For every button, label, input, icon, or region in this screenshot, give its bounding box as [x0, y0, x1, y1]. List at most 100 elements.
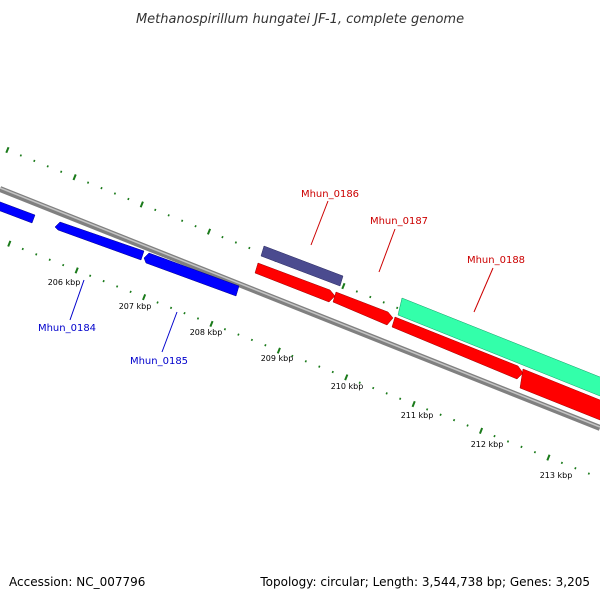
- minor-tick: [493, 434, 496, 438]
- minor-tick: [223, 328, 227, 331]
- gene-label-mhun-0186[interactable]: Mhun_0186: [301, 189, 359, 200]
- minor-tick: [533, 450, 537, 454]
- minor-tick: [194, 224, 197, 228]
- minor-tick: [574, 467, 577, 470]
- major-tick: [5, 146, 10, 154]
- minor-tick: [183, 311, 186, 315]
- gene-arrow-mhun-0186[interactable]: [254, 262, 336, 303]
- kbp-label: 210 kbp: [331, 382, 364, 391]
- minor-tick: [169, 306, 173, 310]
- gene-arrow-mhun-0189[interactable]: [519, 368, 600, 422]
- leader-mhun-0188: [473, 267, 494, 313]
- minor-tick: [62, 263, 65, 267]
- minor-tick: [35, 253, 38, 256]
- minor-tick: [355, 290, 358, 293]
- feature-bar-teal[interactable]: [397, 297, 600, 398]
- leader-mhun-0185: [161, 311, 178, 353]
- gene-arrow-mhun-0184[interactable]: [54, 221, 145, 261]
- minor-tick: [89, 274, 92, 277]
- kbp-label: 209 kbp: [261, 354, 294, 363]
- minor-tick: [156, 301, 159, 304]
- minor-tick: [560, 461, 564, 465]
- minor-tick: [520, 445, 523, 449]
- kbp-label: 211 kbp: [401, 411, 434, 420]
- major-tick: [142, 293, 147, 301]
- leader-mhun-0187: [378, 228, 396, 273]
- minor-tick: [86, 181, 90, 184]
- minor-tick: [33, 159, 36, 163]
- major-tick: [341, 282, 346, 290]
- major-tick: [7, 240, 12, 247]
- minor-tick: [129, 290, 132, 294]
- accession-text: Accession: NC_007796: [9, 575, 145, 589]
- topology-text: Topology: circular; Length: 3,544,738 bp…: [259, 575, 590, 589]
- major-tick: [139, 201, 144, 208]
- minor-tick: [372, 386, 375, 390]
- kbp-label: 212 kbp: [471, 440, 504, 449]
- minor-tick: [452, 418, 456, 422]
- map-title: Methanospirillum hungatei JF-1, complete…: [136, 12, 464, 27]
- minor-tick: [331, 370, 334, 374]
- minor-tick: [181, 219, 184, 222]
- minor-tick: [250, 338, 254, 342]
- gene-arrow-mhun-0188[interactable]: [391, 316, 524, 380]
- leader-mhun-0186: [310, 200, 329, 246]
- minor-tick: [167, 214, 170, 217]
- minor-tick: [234, 241, 238, 244]
- minor-tick: [506, 440, 510, 443]
- minor-tick: [439, 413, 442, 416]
- minor-tick: [116, 285, 119, 288]
- minor-tick: [264, 344, 267, 347]
- minor-tick: [248, 246, 251, 250]
- minor-tick: [102, 279, 105, 283]
- major-tick: [411, 400, 416, 408]
- minor-tick: [154, 208, 157, 212]
- major-tick: [72, 174, 77, 181]
- kbp-label: 206 kbp: [48, 278, 81, 287]
- major-tick: [74, 267, 79, 274]
- minor-tick: [46, 165, 49, 168]
- minor-tick: [399, 397, 402, 400]
- minor-tick: [304, 360, 307, 363]
- gene-arrow-mhun-0183[interactable]: [0, 200, 36, 224]
- genome-backbone: [0, 186, 600, 431]
- tick-marks-inner: [7, 240, 590, 475]
- gene-arrow-mhun-0187[interactable]: [332, 291, 394, 326]
- kbp-label: 207 kbp: [119, 302, 152, 311]
- minor-tick: [196, 317, 200, 320]
- minor-tick: [21, 247, 24, 251]
- minor-tick: [48, 258, 51, 261]
- minor-tick: [237, 333, 240, 336]
- gene-label-mhun-0187[interactable]: Mhun_0187: [370, 216, 428, 227]
- minor-tick: [221, 235, 224, 239]
- gene-label-mhun-0184[interactable]: Mhun_0184: [38, 323, 96, 334]
- feature-bar-navy[interactable]: [260, 245, 344, 287]
- gene-arrow-mhun-0185[interactable]: [143, 252, 240, 297]
- kbp-label: 208 kbp: [190, 328, 223, 337]
- major-tick: [206, 228, 212, 235]
- minor-tick: [291, 354, 294, 358]
- minor-tick: [426, 408, 429, 411]
- gene-label-mhun-0185[interactable]: Mhun_0185: [130, 356, 188, 367]
- major-tick: [209, 320, 214, 328]
- leader-mhun-0184: [69, 279, 85, 321]
- minor-tick: [358, 381, 361, 384]
- kbp-label: 213 kbp: [540, 471, 573, 480]
- minor-tick: [318, 365, 321, 368]
- minor-tick: [382, 301, 385, 304]
- minor-tick: [100, 186, 103, 190]
- major-tick: [344, 374, 349, 381]
- minor-tick: [466, 424, 469, 427]
- major-tick: [276, 347, 281, 354]
- major-tick: [479, 427, 484, 434]
- minor-tick: [19, 154, 22, 157]
- minor-tick: [113, 192, 117, 195]
- gene-features: [0, 200, 600, 422]
- minor-tick: [587, 472, 590, 475]
- major-tick: [546, 454, 551, 461]
- label-leaders: [69, 200, 494, 353]
- minor-tick: [60, 170, 63, 174]
- genome-backbone-highlight: [0, 187, 600, 428]
- gene-label-mhun-0188[interactable]: Mhun_0188: [467, 255, 525, 266]
